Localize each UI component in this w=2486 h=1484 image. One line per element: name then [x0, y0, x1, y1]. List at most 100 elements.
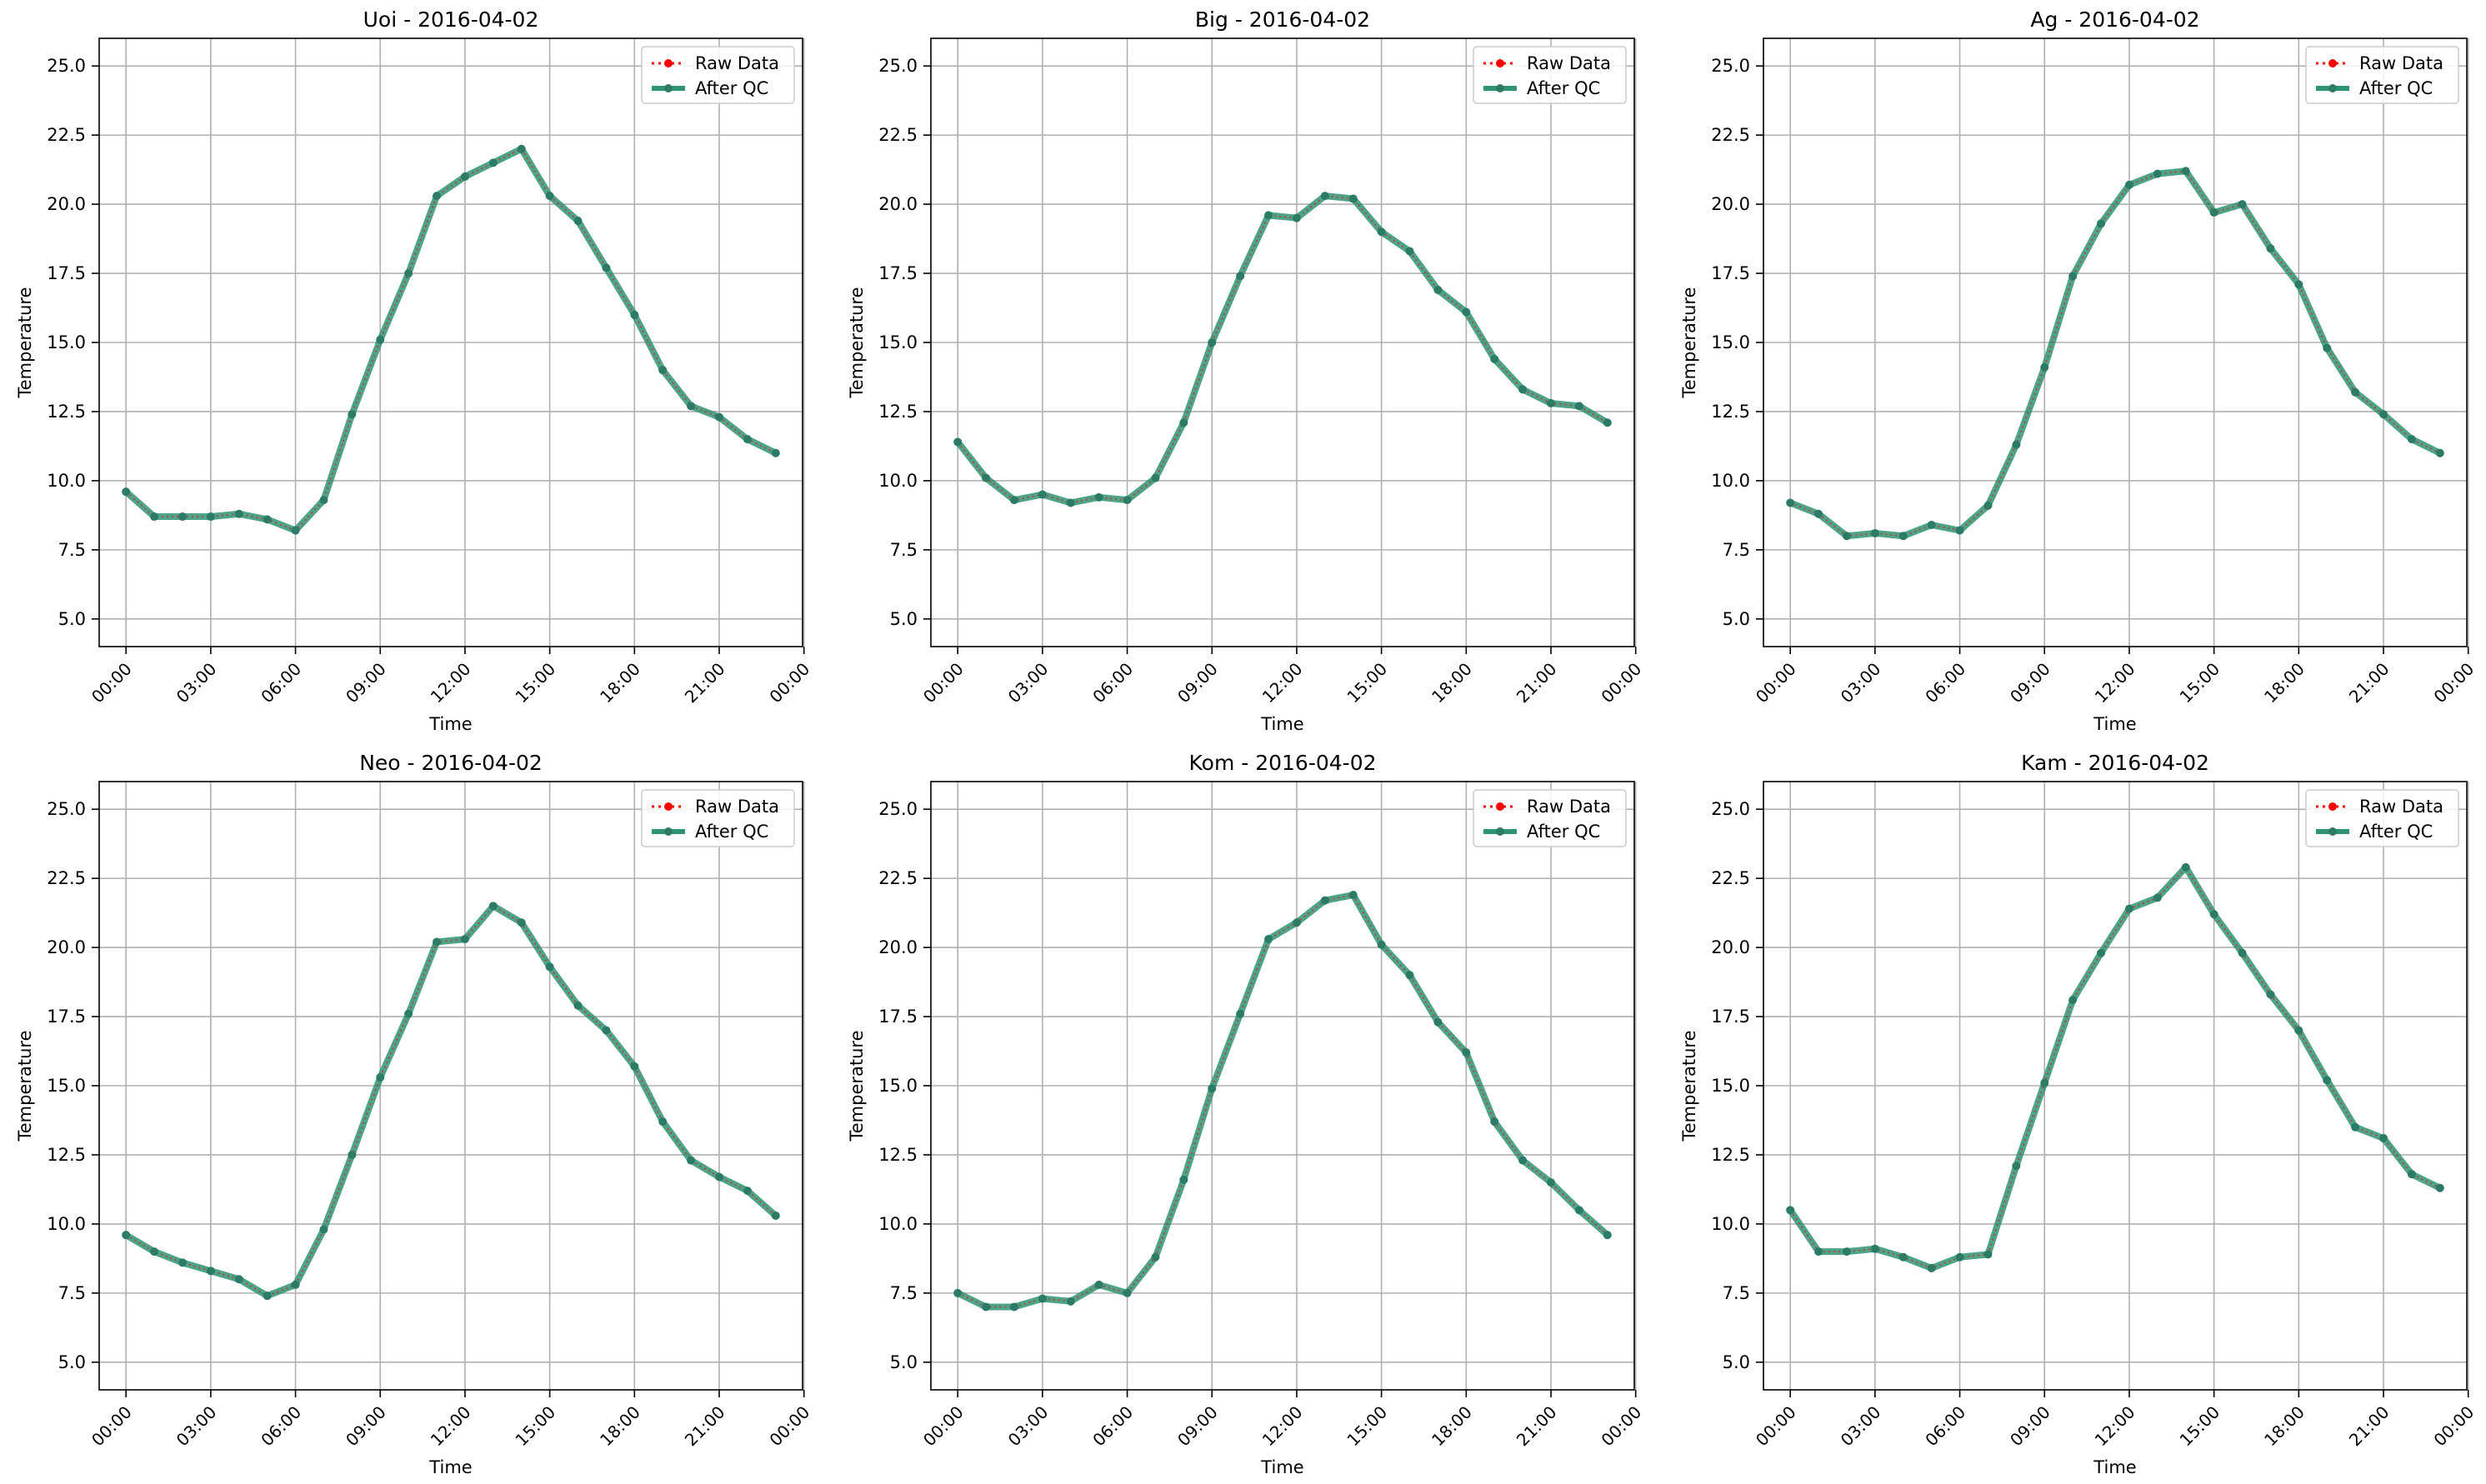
series-line-after-qc	[1787, 167, 2443, 540]
data-point	[2238, 948, 2247, 957]
y-axis-label: Temperature	[847, 1030, 867, 1142]
legend-label-after-qc: After QC	[2359, 822, 2433, 842]
data-point	[1179, 418, 1188, 427]
data-point	[1151, 1252, 1160, 1262]
data-point	[1462, 1048, 1471, 1057]
data-point	[1547, 399, 1556, 407]
series-line-raw-data	[125, 904, 777, 1297]
data-point	[2379, 410, 2388, 419]
data-point	[1066, 1297, 1075, 1306]
data-point	[433, 192, 442, 201]
y-axis-label: Temperature	[15, 287, 35, 398]
data-point	[376, 335, 385, 344]
y-tick-label: 25.0	[47, 56, 86, 76]
y-tick-label: 20.0	[1711, 937, 1750, 957]
data-point	[433, 937, 442, 947]
legend-marker-after-qc	[2328, 84, 2337, 92]
data-point	[122, 1231, 131, 1240]
data-point	[1786, 1206, 1795, 1215]
legend-marker-after-qc	[1496, 84, 1504, 92]
y-tick-label: 17.5	[878, 263, 918, 283]
legend-label-raw-data: Raw Data	[1527, 53, 1611, 73]
y-tick-label: 7.5	[890, 540, 918, 560]
y-tick-label: 17.5	[878, 1007, 918, 1027]
y-tick-label: 12.5	[1711, 402, 1750, 422]
data-point	[771, 1211, 780, 1220]
data-point	[2266, 244, 2275, 253]
y-tick-label: 5.0	[890, 609, 918, 629]
data-point	[206, 1267, 215, 1276]
y-axis-label: Temperature	[1679, 1030, 1699, 1142]
data-point	[2209, 910, 2218, 919]
y-axis-label: Temperature	[1679, 287, 1699, 398]
y-tick-label: 25.0	[878, 799, 918, 819]
y-tick-label: 10.0	[1711, 1214, 1750, 1234]
data-point	[2068, 996, 2078, 1005]
data-point	[771, 448, 780, 457]
y-tick-label: 22.5	[878, 125, 918, 145]
data-point	[2097, 948, 2106, 957]
data-point	[1009, 1302, 1018, 1312]
data-point	[982, 473, 991, 482]
data-point	[1123, 1288, 1132, 1297]
data-point	[687, 402, 696, 411]
data-point	[1038, 490, 1047, 499]
y-tick-label: 5.0	[58, 1352, 86, 1372]
y-tick-label: 10.0	[47, 1214, 86, 1234]
data-point	[2040, 362, 2049, 372]
data-point	[1898, 532, 1908, 541]
legend-marker-after-qc	[664, 84, 673, 92]
series-line-after-qc	[954, 892, 1611, 1311]
y-tick-label: 7.5	[1723, 540, 1750, 560]
legend-label-after-qc: After QC	[2359, 78, 2433, 98]
x-axis-label: Time	[428, 714, 472, 734]
data-point	[1898, 1252, 1908, 1262]
data-point	[1264, 935, 1273, 944]
legend-marker-after-qc	[1496, 827, 1504, 836]
data-point	[1814, 509, 1823, 518]
data-point	[319, 1225, 328, 1234]
y-tick-label: 7.5	[890, 1283, 918, 1303]
data-point	[234, 1275, 243, 1284]
data-point	[1320, 896, 1329, 905]
chart-panel-2: 00:00 03:00 06:00 09:00 12:00 15:00 18:00 21:00…	[1679, 7, 2478, 734]
legend-label-after-qc: After QC	[1527, 822, 1600, 842]
y-tick-label: 12.5	[47, 1145, 86, 1165]
data-point	[687, 1156, 696, 1165]
data-point	[1208, 338, 1217, 347]
data-point	[982, 1302, 991, 1312]
x-axis-label: Time	[1260, 1457, 1303, 1477]
data-point	[2012, 1162, 2021, 1171]
data-point	[545, 192, 554, 201]
data-point	[2351, 387, 2360, 397]
data-point	[2294, 280, 2303, 289]
data-point	[715, 1172, 724, 1182]
data-point	[953, 1288, 963, 1297]
data-point	[2294, 1026, 2303, 1035]
data-point	[488, 902, 498, 911]
data-point	[630, 1062, 639, 1071]
data-point	[150, 512, 159, 522]
data-point	[1123, 496, 1132, 505]
data-point	[1405, 971, 1414, 980]
legend-label-after-qc: After QC	[695, 822, 768, 842]
data-point	[2181, 167, 2190, 176]
data-point	[2153, 169, 2162, 178]
legend-label-raw-data: Raw Data	[2359, 53, 2443, 73]
y-axis-label: Temperature	[847, 287, 867, 398]
y-tick-label: 15.0	[47, 1076, 86, 1096]
data-point	[122, 487, 131, 497]
data-point	[1983, 501, 1993, 510]
data-point	[2238, 200, 2247, 209]
y-tick-label: 15.0	[47, 332, 86, 352]
data-point	[1433, 1017, 1443, 1027]
data-point	[1066, 498, 1075, 507]
data-point	[602, 263, 611, 272]
data-point	[150, 1247, 159, 1257]
data-point	[2435, 448, 2444, 457]
data-point	[1814, 1247, 1823, 1257]
y-tick-label: 22.5	[878, 868, 918, 888]
chart-title: Kam - 2016-04-02	[2021, 751, 2209, 775]
y-tick-label: 25.0	[47, 799, 86, 819]
y-tick-label: 10.0	[878, 1214, 918, 1234]
